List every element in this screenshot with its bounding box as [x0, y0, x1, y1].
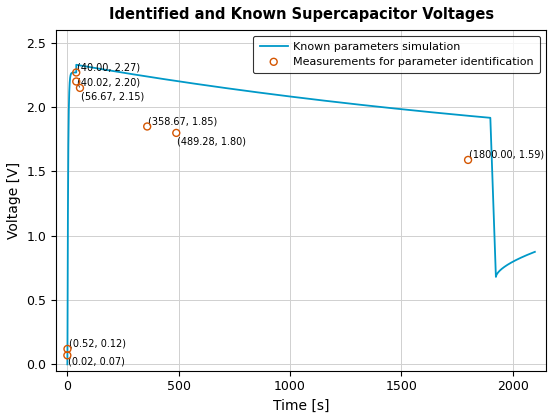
Measurements for parameter identification [76, 84, 85, 91]
Known parameters simulation [340, 100, 347, 105]
Text: (0.52, 0.12): (0.52, 0.12) [68, 339, 125, 349]
Measurements for parameter identification [63, 346, 72, 352]
Y-axis label: Voltage [V]: Voltage [V] [7, 162, 21, 239]
Legend: Known parameters simulation, Measurements for parameter identification: Known parameters simulation, Measurement… [253, 36, 540, 74]
Known parameters simulation [301, 96, 307, 101]
Known parameters simulation [64, 362, 71, 367]
Title: Identified and Known Supercapacitor Voltages: Identified and Known Supercapacitor Volt… [109, 7, 494, 22]
Text: (40.02, 2.20): (40.02, 2.20) [77, 78, 141, 88]
Text: (56.67, 2.15): (56.67, 2.15) [81, 92, 144, 102]
Measurements for parameter identification [63, 352, 72, 359]
Measurements for parameter identification [143, 123, 152, 130]
Known parameters simulation [531, 249, 538, 255]
Measurements for parameter identification [464, 157, 473, 163]
Text: (358.67, 1.85): (358.67, 1.85) [148, 116, 218, 126]
Known parameters simulation [73, 62, 80, 67]
Known parameters simulation [241, 88, 248, 93]
Text: (1800.00, 1.59): (1800.00, 1.59) [469, 150, 544, 160]
Text: (489.28, 1.80): (489.28, 1.80) [178, 137, 246, 147]
X-axis label: Time [s]: Time [s] [273, 399, 329, 413]
Line: Known parameters simulation: Known parameters simulation [67, 65, 535, 364]
Text: (0.02, 0.07): (0.02, 0.07) [68, 357, 125, 367]
Text: (40.00, 2.27): (40.00, 2.27) [77, 62, 141, 72]
Known parameters simulation [161, 76, 167, 81]
Measurements for parameter identification [72, 78, 81, 85]
Measurements for parameter identification [172, 129, 181, 136]
Known parameters simulation [396, 107, 403, 112]
Known parameters simulation [67, 74, 74, 79]
Measurements for parameter identification [72, 69, 81, 76]
